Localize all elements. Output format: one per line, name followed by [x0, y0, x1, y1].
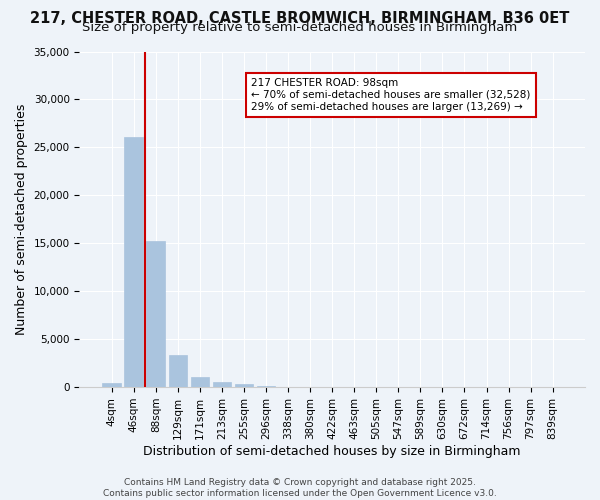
Bar: [124, 137, 143, 387]
Bar: [212, 382, 232, 387]
Text: Size of property relative to semi-detached houses in Birmingham: Size of property relative to semi-detach…: [82, 22, 518, 35]
Bar: [191, 376, 209, 387]
Bar: [169, 355, 187, 387]
Text: 217 CHESTER ROAD: 98sqm
← 70% of semi-detached houses are smaller (32,528)
29% o: 217 CHESTER ROAD: 98sqm ← 70% of semi-de…: [251, 78, 530, 112]
Bar: [235, 384, 253, 387]
Bar: [146, 242, 165, 387]
Bar: [103, 384, 121, 387]
Bar: [257, 386, 275, 387]
X-axis label: Distribution of semi-detached houses by size in Birmingham: Distribution of semi-detached houses by …: [143, 444, 521, 458]
Text: 217, CHESTER ROAD, CASTLE BROMWICH, BIRMINGHAM, B36 0ET: 217, CHESTER ROAD, CASTLE BROMWICH, BIRM…: [31, 11, 569, 26]
Text: Contains HM Land Registry data © Crown copyright and database right 2025.
Contai: Contains HM Land Registry data © Crown c…: [103, 478, 497, 498]
Y-axis label: Number of semi-detached properties: Number of semi-detached properties: [15, 104, 28, 335]
